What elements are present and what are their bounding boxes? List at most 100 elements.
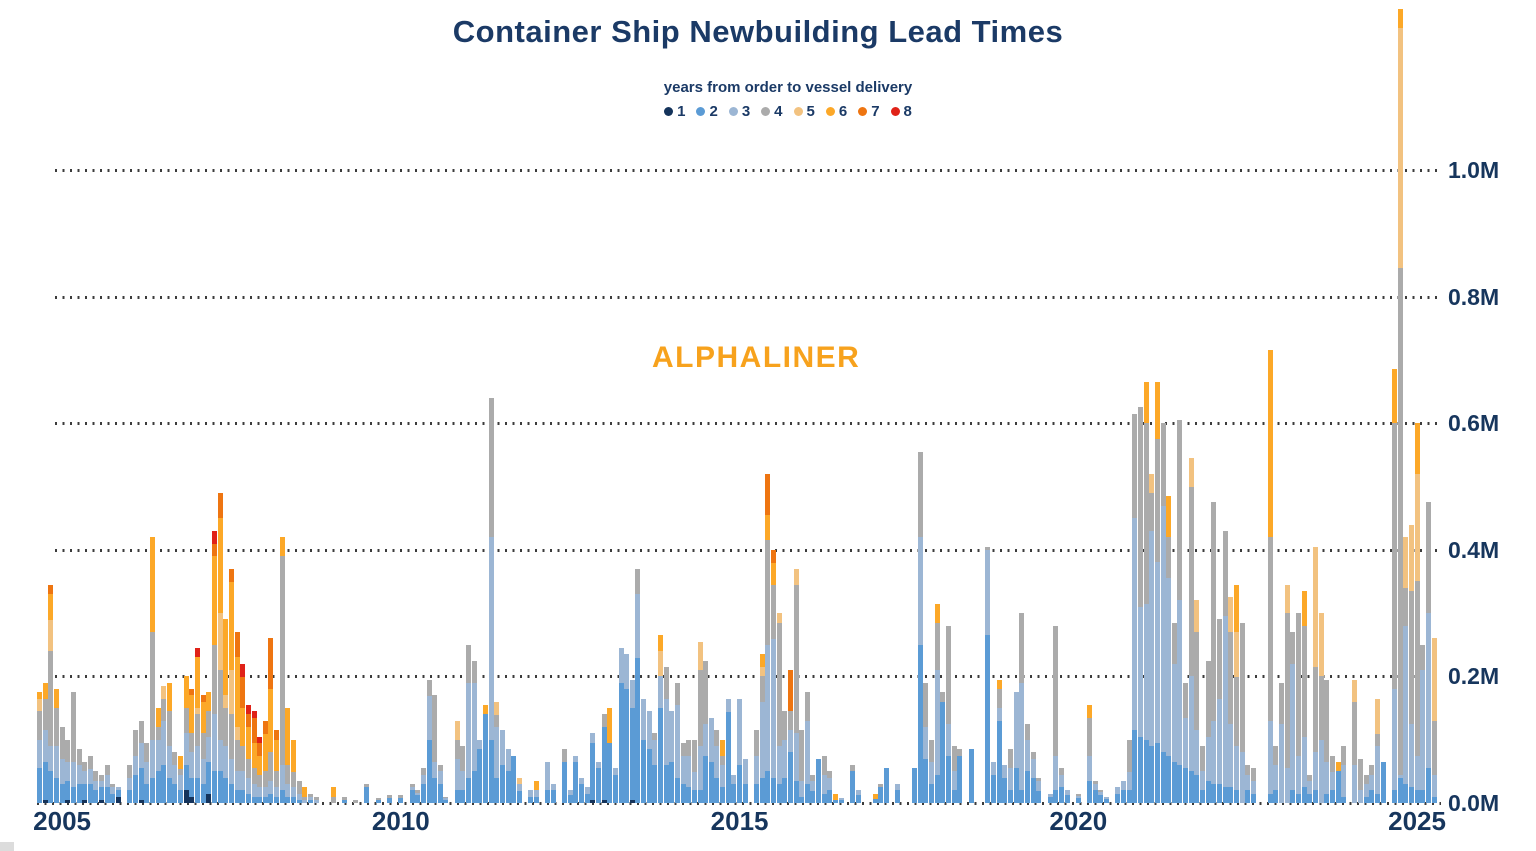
stacked-bar-month-157[interactable]: [923, 683, 929, 803]
legend-item-3[interactable]: 3: [728, 103, 750, 120]
stacked-bar-month-176[interactable]: [1030, 752, 1036, 803]
stacked-bar-month-67[interactable]: [415, 790, 421, 803]
stacked-bar-month-238[interactable]: [1380, 762, 1386, 803]
stacked-bar-month-9[interactable]: [87, 756, 93, 803]
stacked-bar-month-115[interactable]: [686, 740, 692, 803]
stacked-bar-month-24[interactable]: [172, 752, 178, 803]
stacked-bar-month-40[interactable]: [262, 720, 268, 803]
stacked-bar-month-108[interactable]: [646, 711, 652, 803]
stacked-bar-month-52[interactable]: [330, 787, 336, 803]
stacked-bar-month-205[interactable]: [1194, 600, 1200, 803]
stacked-bar-month-132[interactable]: [782, 711, 788, 803]
stacked-bar-month-191[interactable]: [1115, 787, 1121, 803]
stacked-bar-month-231[interactable]: [1341, 746, 1347, 803]
stacked-bar-month-202[interactable]: [1177, 420, 1183, 803]
stacked-bar-month-226[interactable]: [1312, 546, 1318, 803]
stacked-bar-month-33[interactable]: [223, 619, 229, 803]
stacked-bar-month-224[interactable]: [1301, 591, 1307, 803]
stacked-bar-month-32[interactable]: [217, 493, 223, 803]
stacked-bar-month-20[interactable]: [149, 537, 155, 803]
stacked-bar-month-180[interactable]: [1053, 626, 1059, 803]
stacked-bar-month-148[interactable]: [872, 794, 878, 803]
stacked-bar-month-128[interactable]: [759, 654, 765, 803]
stacked-bar-month-210[interactable]: [1222, 531, 1228, 803]
stacked-bar-month-120[interactable]: [714, 730, 720, 803]
stacked-bar-month-114[interactable]: [680, 743, 686, 803]
stacked-bar-month-11[interactable]: [99, 775, 105, 803]
stacked-bar-month-175[interactable]: [1025, 723, 1030, 803]
stacked-bar-month-141[interactable]: [833, 794, 839, 803]
legend-item-6[interactable]: 6: [825, 103, 847, 120]
stacked-bar-month-172[interactable]: [1008, 749, 1014, 803]
stacked-bar-month-113[interactable]: [674, 683, 680, 803]
stacked-bar-month-131[interactable]: [776, 613, 782, 803]
stacked-bar-month-155[interactable]: [912, 768, 918, 803]
stacked-bar-month-127[interactable]: [754, 730, 760, 803]
stacked-bar-month-29[interactable]: [200, 695, 206, 803]
stacked-bar-month-43[interactable]: [279, 537, 285, 803]
legend-item-8[interactable]: 8: [890, 103, 912, 120]
stacked-bar-month-19[interactable]: [144, 743, 150, 803]
stacked-bar-month-196[interactable]: [1143, 382, 1149, 803]
stacked-bar-month-105[interactable]: [629, 680, 635, 803]
stacked-bar-month-133[interactable]: [787, 670, 793, 803]
stacked-bar-month-234[interactable]: [1358, 759, 1364, 803]
stacked-bar-month-103[interactable]: [618, 648, 624, 803]
stacked-bar-month-240[interactable]: [1391, 369, 1397, 803]
stacked-bar-month-163[interactable]: [957, 749, 963, 803]
stacked-bar-month-203[interactable]: [1183, 683, 1189, 803]
stacked-bar-month-200[interactable]: [1166, 496, 1172, 803]
stacked-bar-month-160[interactable]: [940, 692, 946, 803]
stacked-bar-month-193[interactable]: [1126, 740, 1132, 803]
stacked-bar-month-152[interactable]: [895, 784, 901, 803]
stacked-bar-month-22[interactable]: [161, 686, 167, 803]
legend-item-5[interactable]: 5: [793, 103, 815, 120]
stacked-bar-month-39[interactable]: [257, 737, 263, 803]
stacked-bar-month-16[interactable]: [127, 765, 133, 803]
stacked-bar-month-2[interactable]: [48, 584, 54, 803]
stacked-bar-month-74[interactable]: [454, 721, 460, 803]
stacked-bar-month-129[interactable]: [765, 474, 771, 803]
stacked-bar-month-181[interactable]: [1058, 768, 1064, 803]
stacked-bar-month-150[interactable]: [883, 768, 889, 803]
stacked-bar-month-80[interactable]: [488, 398, 494, 803]
stacked-bar-month-12[interactable]: [104, 765, 110, 803]
stacked-bar-month-247[interactable]: [1431, 638, 1437, 803]
stacked-bar-month-189[interactable]: [1104, 797, 1110, 803]
stacked-bar-month-76[interactable]: [466, 644, 472, 803]
stacked-bar-month-237[interactable]: [1375, 698, 1381, 803]
stacked-bar-month-145[interactable]: [855, 790, 861, 803]
stacked-bar-month-18[interactable]: [138, 721, 144, 803]
stacked-bar-month-122[interactable]: [725, 699, 731, 803]
stacked-bar-month-5[interactable]: [65, 740, 71, 803]
stacked-bar-month-235[interactable]: [1363, 775, 1369, 803]
stacked-bar-month-177[interactable]: [1036, 778, 1042, 803]
stacked-bar-month-241[interactable]: [1397, 9, 1403, 803]
stacked-bar-month-106[interactable]: [635, 568, 641, 803]
stacked-bar-month-221[interactable]: [1284, 585, 1290, 803]
stacked-bar-month-184[interactable]: [1075, 794, 1081, 803]
stacked-bar-month-130[interactable]: [770, 550, 776, 803]
legend-item-7[interactable]: 7: [858, 103, 880, 120]
stacked-bar-month-102[interactable]: [612, 768, 618, 803]
stacked-bar-month-49[interactable]: [313, 797, 319, 803]
stacked-bar-month-137[interactable]: [810, 775, 816, 803]
stacked-bar-month-38[interactable]: [251, 711, 257, 803]
stacked-bar-month-135[interactable]: [799, 730, 805, 803]
stacked-bar-month-201[interactable]: [1171, 623, 1177, 803]
stacked-bar-month-54[interactable]: [341, 797, 347, 803]
stacked-bar-month-42[interactable]: [274, 730, 280, 803]
stacked-bar-month-101[interactable]: [607, 708, 613, 803]
stacked-bar-month-88[interactable]: [533, 781, 539, 803]
stacked-bar-month-246[interactable]: [1425, 502, 1431, 803]
stacked-bar-month-134[interactable]: [793, 569, 799, 803]
stacked-bar-month-121[interactable]: [720, 740, 726, 803]
stacked-bar-month-64[interactable]: [398, 795, 404, 803]
legend-item-4[interactable]: 4: [761, 103, 783, 120]
stacked-bar-month-100[interactable]: [601, 714, 607, 803]
stacked-bar-month-36[interactable]: [240, 664, 246, 803]
stacked-bar-month-104[interactable]: [624, 654, 630, 803]
stacked-bar-month-94[interactable]: [567, 790, 573, 803]
stacked-bar-month-144[interactable]: [849, 765, 855, 803]
stacked-bar-month-34[interactable]: [228, 569, 234, 803]
